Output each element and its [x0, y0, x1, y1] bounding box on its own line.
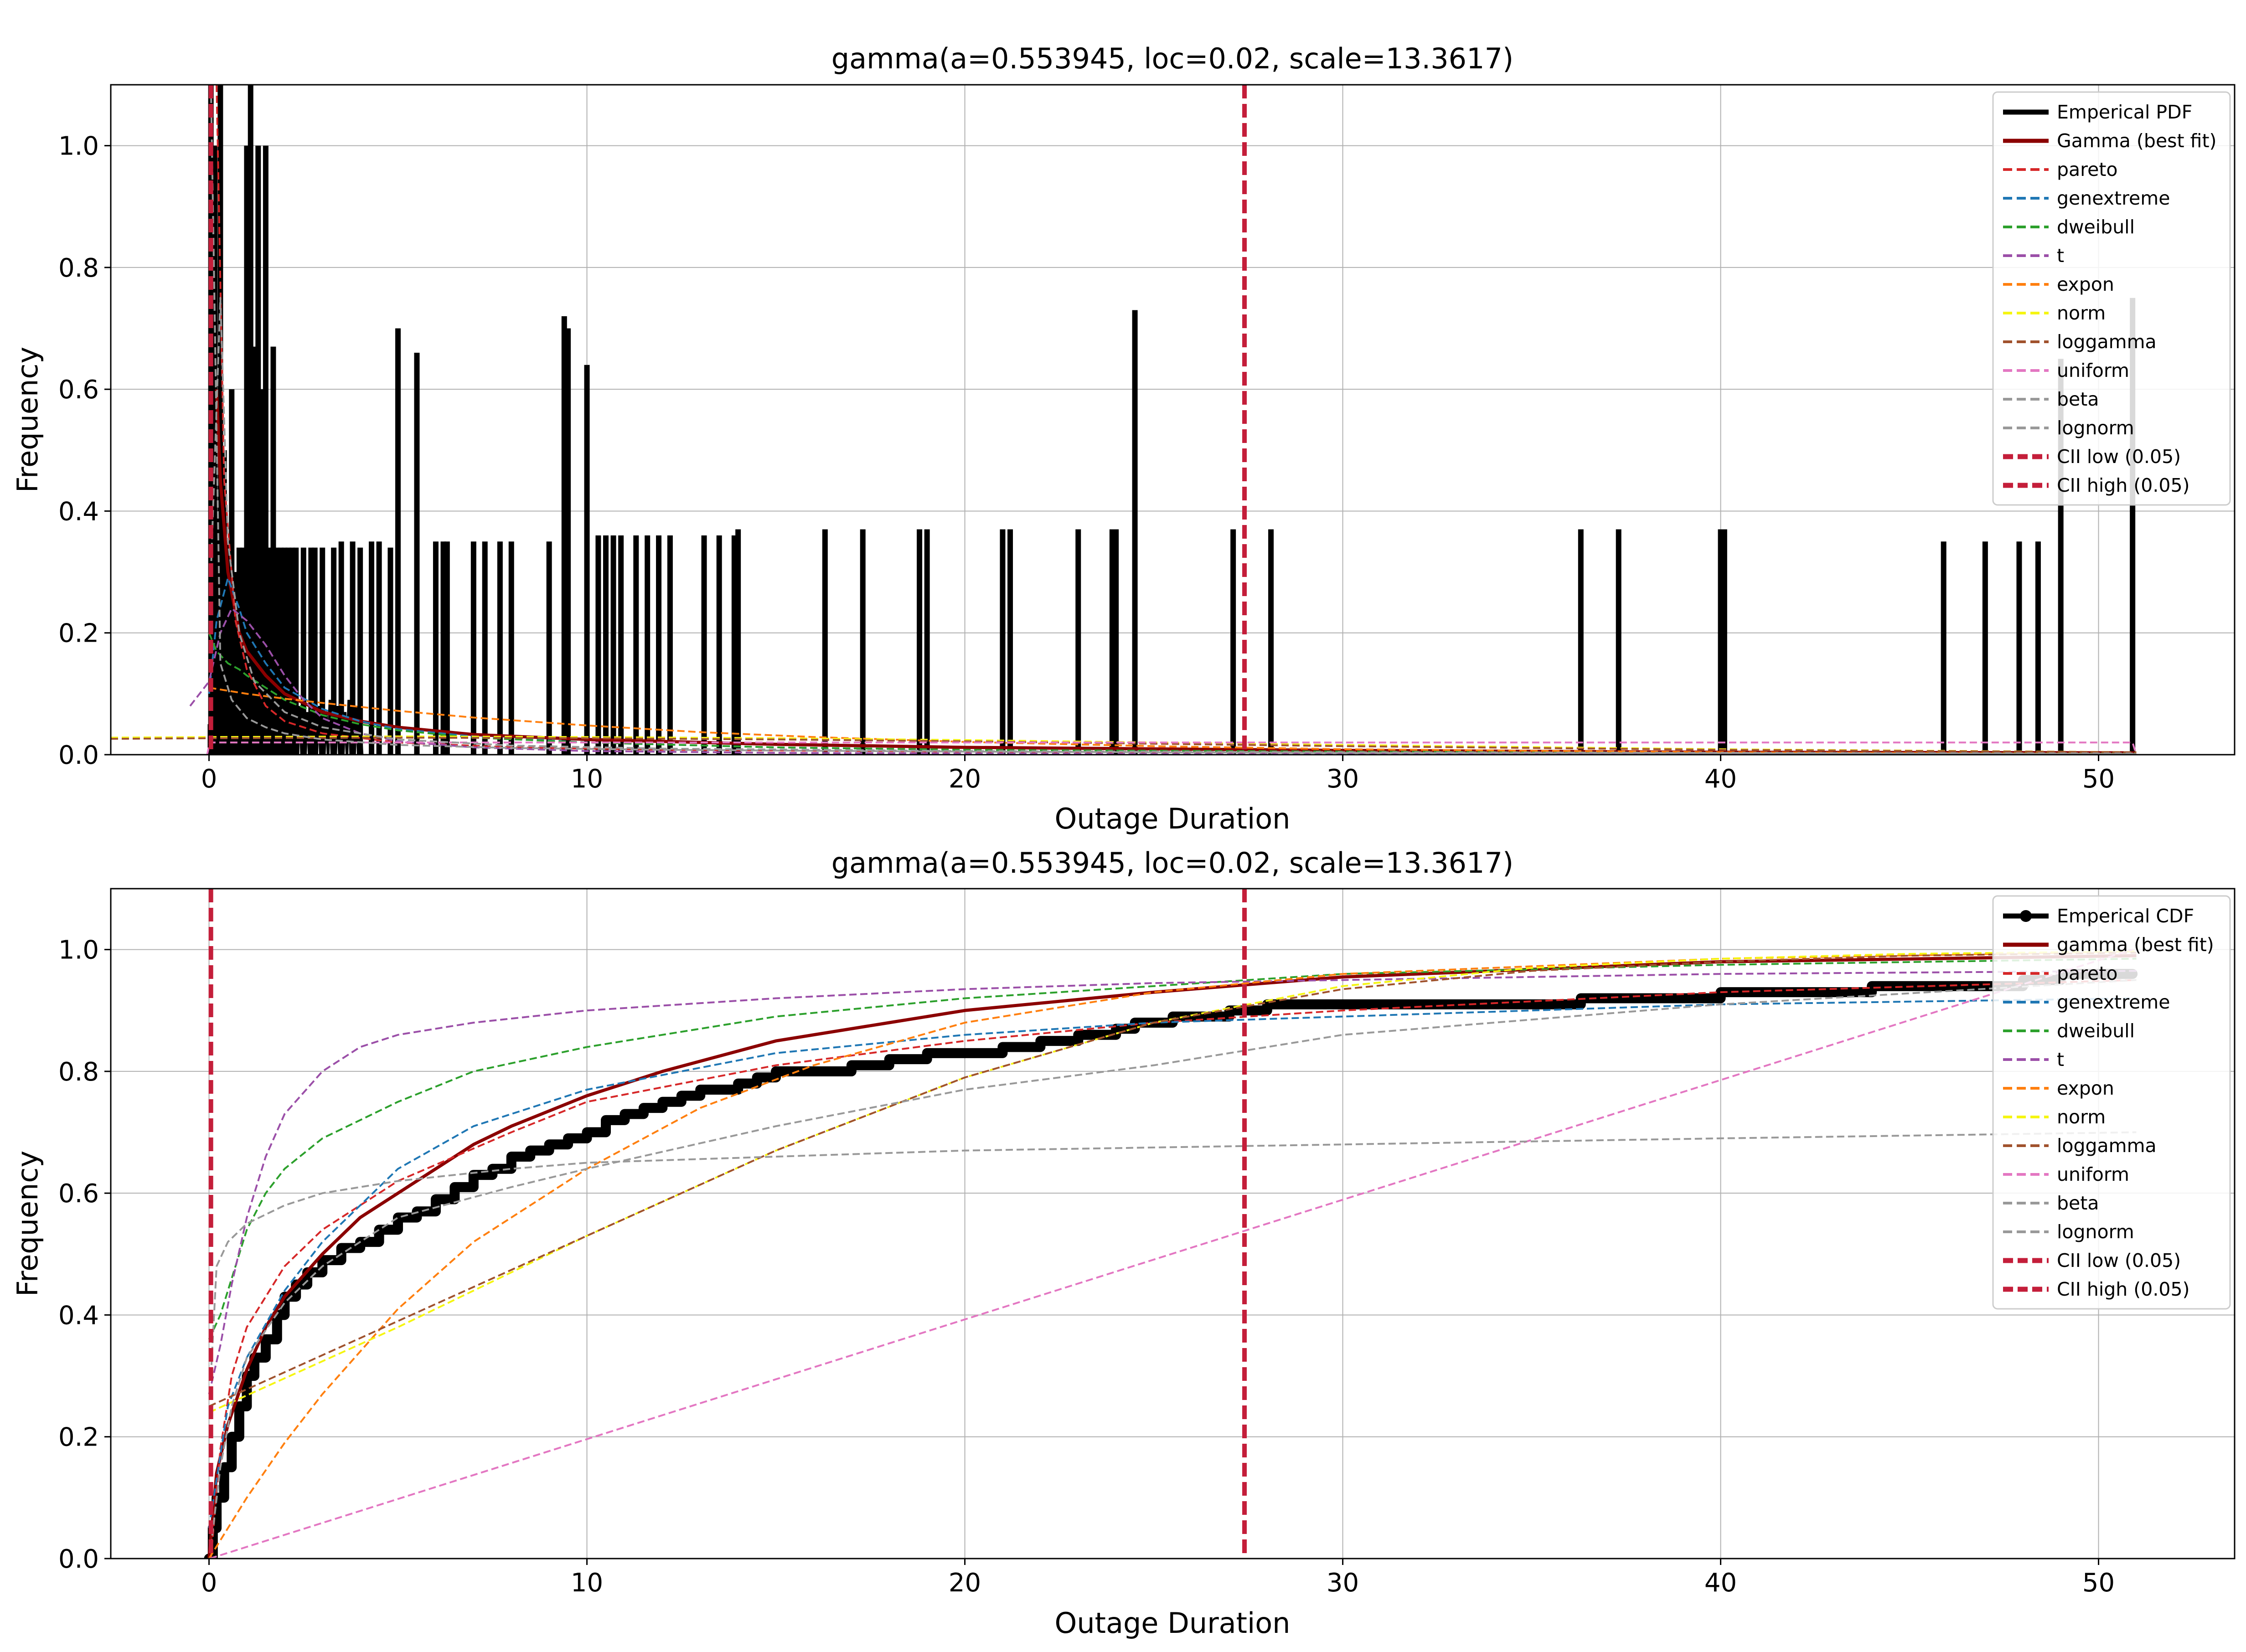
cdf-y-ticks: 0.0 0.2 0.4 0.6 0.8 1.0: [58, 936, 111, 1574]
series-dweibull: [208, 632, 2137, 755]
series-t: [189, 607, 2137, 755]
series-beta: [210, 1131, 2137, 1376]
cdf-plot-area: [204, 889, 2138, 1559]
cdf-x-tick-label: 50: [2082, 1568, 2115, 1598]
pdf-legend-label: Emperical PDF: [2057, 101, 2192, 123]
series-lognorm: [210, 979, 2137, 1547]
cdf-legend-label: genextreme: [2057, 991, 2170, 1013]
series-uniform: [209, 948, 2133, 1559]
pdf-x-tick-label: 50: [2082, 764, 2115, 794]
cdf-panel: gamma(a=0.553945, loc=0.02, scale=13.361…: [11, 846, 2236, 1640]
pdf-legend-label: genextreme: [2057, 187, 2170, 209]
pdf-y-tick-label: 1.0: [58, 132, 99, 161]
pdf-x-tick-label: 0: [201, 764, 217, 794]
pdf-legend-label: Gamma (best fit): [2057, 130, 2217, 152]
pdf-y-tick-label: 0.2: [58, 619, 99, 648]
cdf-legend-label: t: [2057, 1049, 2064, 1070]
cdf-y-tick-label: 0.8: [58, 1057, 99, 1087]
empirical-cdf-line: [204, 969, 2138, 1559]
cdf-chart-title: gamma(a=0.553945, loc=0.02, scale=13.361…: [831, 846, 1513, 880]
cdf-y-tick-label: 0.4: [58, 1301, 99, 1330]
cdf-y-tick-label: 0.2: [58, 1423, 99, 1452]
pdf-legend-label: loggamma: [2057, 331, 2157, 353]
cdf-legend-label: uniform: [2057, 1163, 2129, 1185]
cdf-x-axis-label: Outage Duration: [1055, 1606, 1291, 1640]
pdf-y-tick-label: 0.4: [58, 497, 99, 526]
pdf-panel: gamma(a=0.553945, loc=0.02, scale=13.361…: [11, 42, 2236, 835]
pdf-plot-area: [111, 85, 2138, 755]
cdf-x-tick-label: 0: [201, 1568, 217, 1598]
cdf-y-tick-label: 1.0: [58, 936, 99, 965]
cdf-x-ticks: 0 10 20 30 40 50: [201, 1559, 2115, 1598]
pdf-legend-label: pareto: [2057, 159, 2118, 180]
cdf-legend-label: lognorm: [2057, 1221, 2134, 1243]
series-genextreme: [208, 997, 2137, 1528]
cdf-y-axis-label: Frequency: [11, 1151, 44, 1297]
pdf-legend-label: beta: [2057, 388, 2099, 410]
pdf-y-axis-label: Frequency: [11, 347, 44, 493]
cdf-legend-marker: [2020, 910, 2032, 922]
cdf-legend-label: gamma (best fit): [2057, 934, 2214, 956]
pdf-chart-title: gamma(a=0.553945, loc=0.02, scale=13.361…: [831, 42, 1513, 75]
pdf-legend-label: CII low (0.05): [2057, 446, 2181, 468]
cdf-x-tick-label: 20: [949, 1568, 981, 1598]
series-gamma-best-fit: [207, 954, 2137, 1559]
pdf-legend-label: lognorm: [2057, 417, 2134, 439]
pdf-legend-label: norm: [2057, 302, 2106, 324]
pdf-x-axis-label: Outage Duration: [1055, 802, 1291, 835]
pdf-y-tick-label: 0.6: [58, 375, 99, 405]
pdf-legend-label: uniform: [2057, 360, 2129, 381]
cdf-legend-label: dweibull: [2057, 1020, 2135, 1042]
pdf-x-ticks: 0 10 20 30 40 50: [201, 755, 2115, 794]
pdf-y-tick-label: 0.0: [58, 741, 99, 770]
series-t: [208, 970, 2137, 1395]
cdf-legend-label: expon: [2057, 1077, 2114, 1099]
cdf-legend: Emperical CDF gamma (best fit) pareto genex…: [1992, 895, 2231, 1310]
series-uniform: [206, 741, 2138, 755]
cdf-x-tick-label: 30: [1327, 1568, 1359, 1598]
cdf-y-tick-label: 0.6: [58, 1179, 99, 1209]
pdf-legend-label: t: [2057, 245, 2064, 267]
series-beta: [210, 85, 2137, 755]
pdf-y-tick-label: 0.8: [58, 253, 99, 283]
cdf-y-tick-label: 0.0: [58, 1544, 99, 1574]
pdf-x-tick-label: 30: [1327, 764, 1359, 794]
series-lognorm: [210, 297, 2137, 755]
pdf-legend-label: dweibull: [2057, 216, 2135, 238]
series-loggamma: [208, 952, 2137, 1407]
cdf-legend-label: loggamma: [2057, 1135, 2157, 1157]
series-expon: [209, 687, 2137, 755]
pdf-legend-label: CII high (0.05): [2057, 474, 2190, 496]
cdf-legend-label: beta: [2057, 1192, 2099, 1214]
cdf-legend-label: pareto: [2057, 962, 2118, 984]
cdf-legend-label: norm: [2057, 1106, 2106, 1128]
pdf-legend-label: expon: [2057, 273, 2114, 295]
cdf-axes-frame: [110, 888, 2236, 1559]
pdf-x-tick-label: 40: [1704, 764, 1737, 794]
cdf-x-tick-label: 10: [571, 1568, 603, 1598]
series-pareto: [210, 979, 2137, 1559]
pdf-legend: Emperical PDF Gamma (best fit) pareto genex…: [1992, 91, 2231, 506]
cdf-legend-label: CII low (0.05): [2057, 1250, 2181, 1271]
cdf-legend-box: [1992, 895, 2231, 1310]
cdf-legend-label: Emperical CDF: [2057, 905, 2194, 927]
pdf-x-tick-label: 10: [571, 764, 603, 794]
series-loggamma: [111, 736, 2137, 753]
pdf-axes-frame: [110, 84, 2236, 756]
pdf-x-tick-label: 20: [949, 764, 981, 794]
cdf-x-tick-label: 40: [1704, 1568, 1737, 1598]
cdf-legend-label: CII high (0.05): [2057, 1278, 2190, 1300]
pdf-legend-box: [1992, 91, 2231, 506]
pdf-y-ticks: 0.0 0.2 0.4 0.6 0.8 1.0: [58, 132, 111, 770]
